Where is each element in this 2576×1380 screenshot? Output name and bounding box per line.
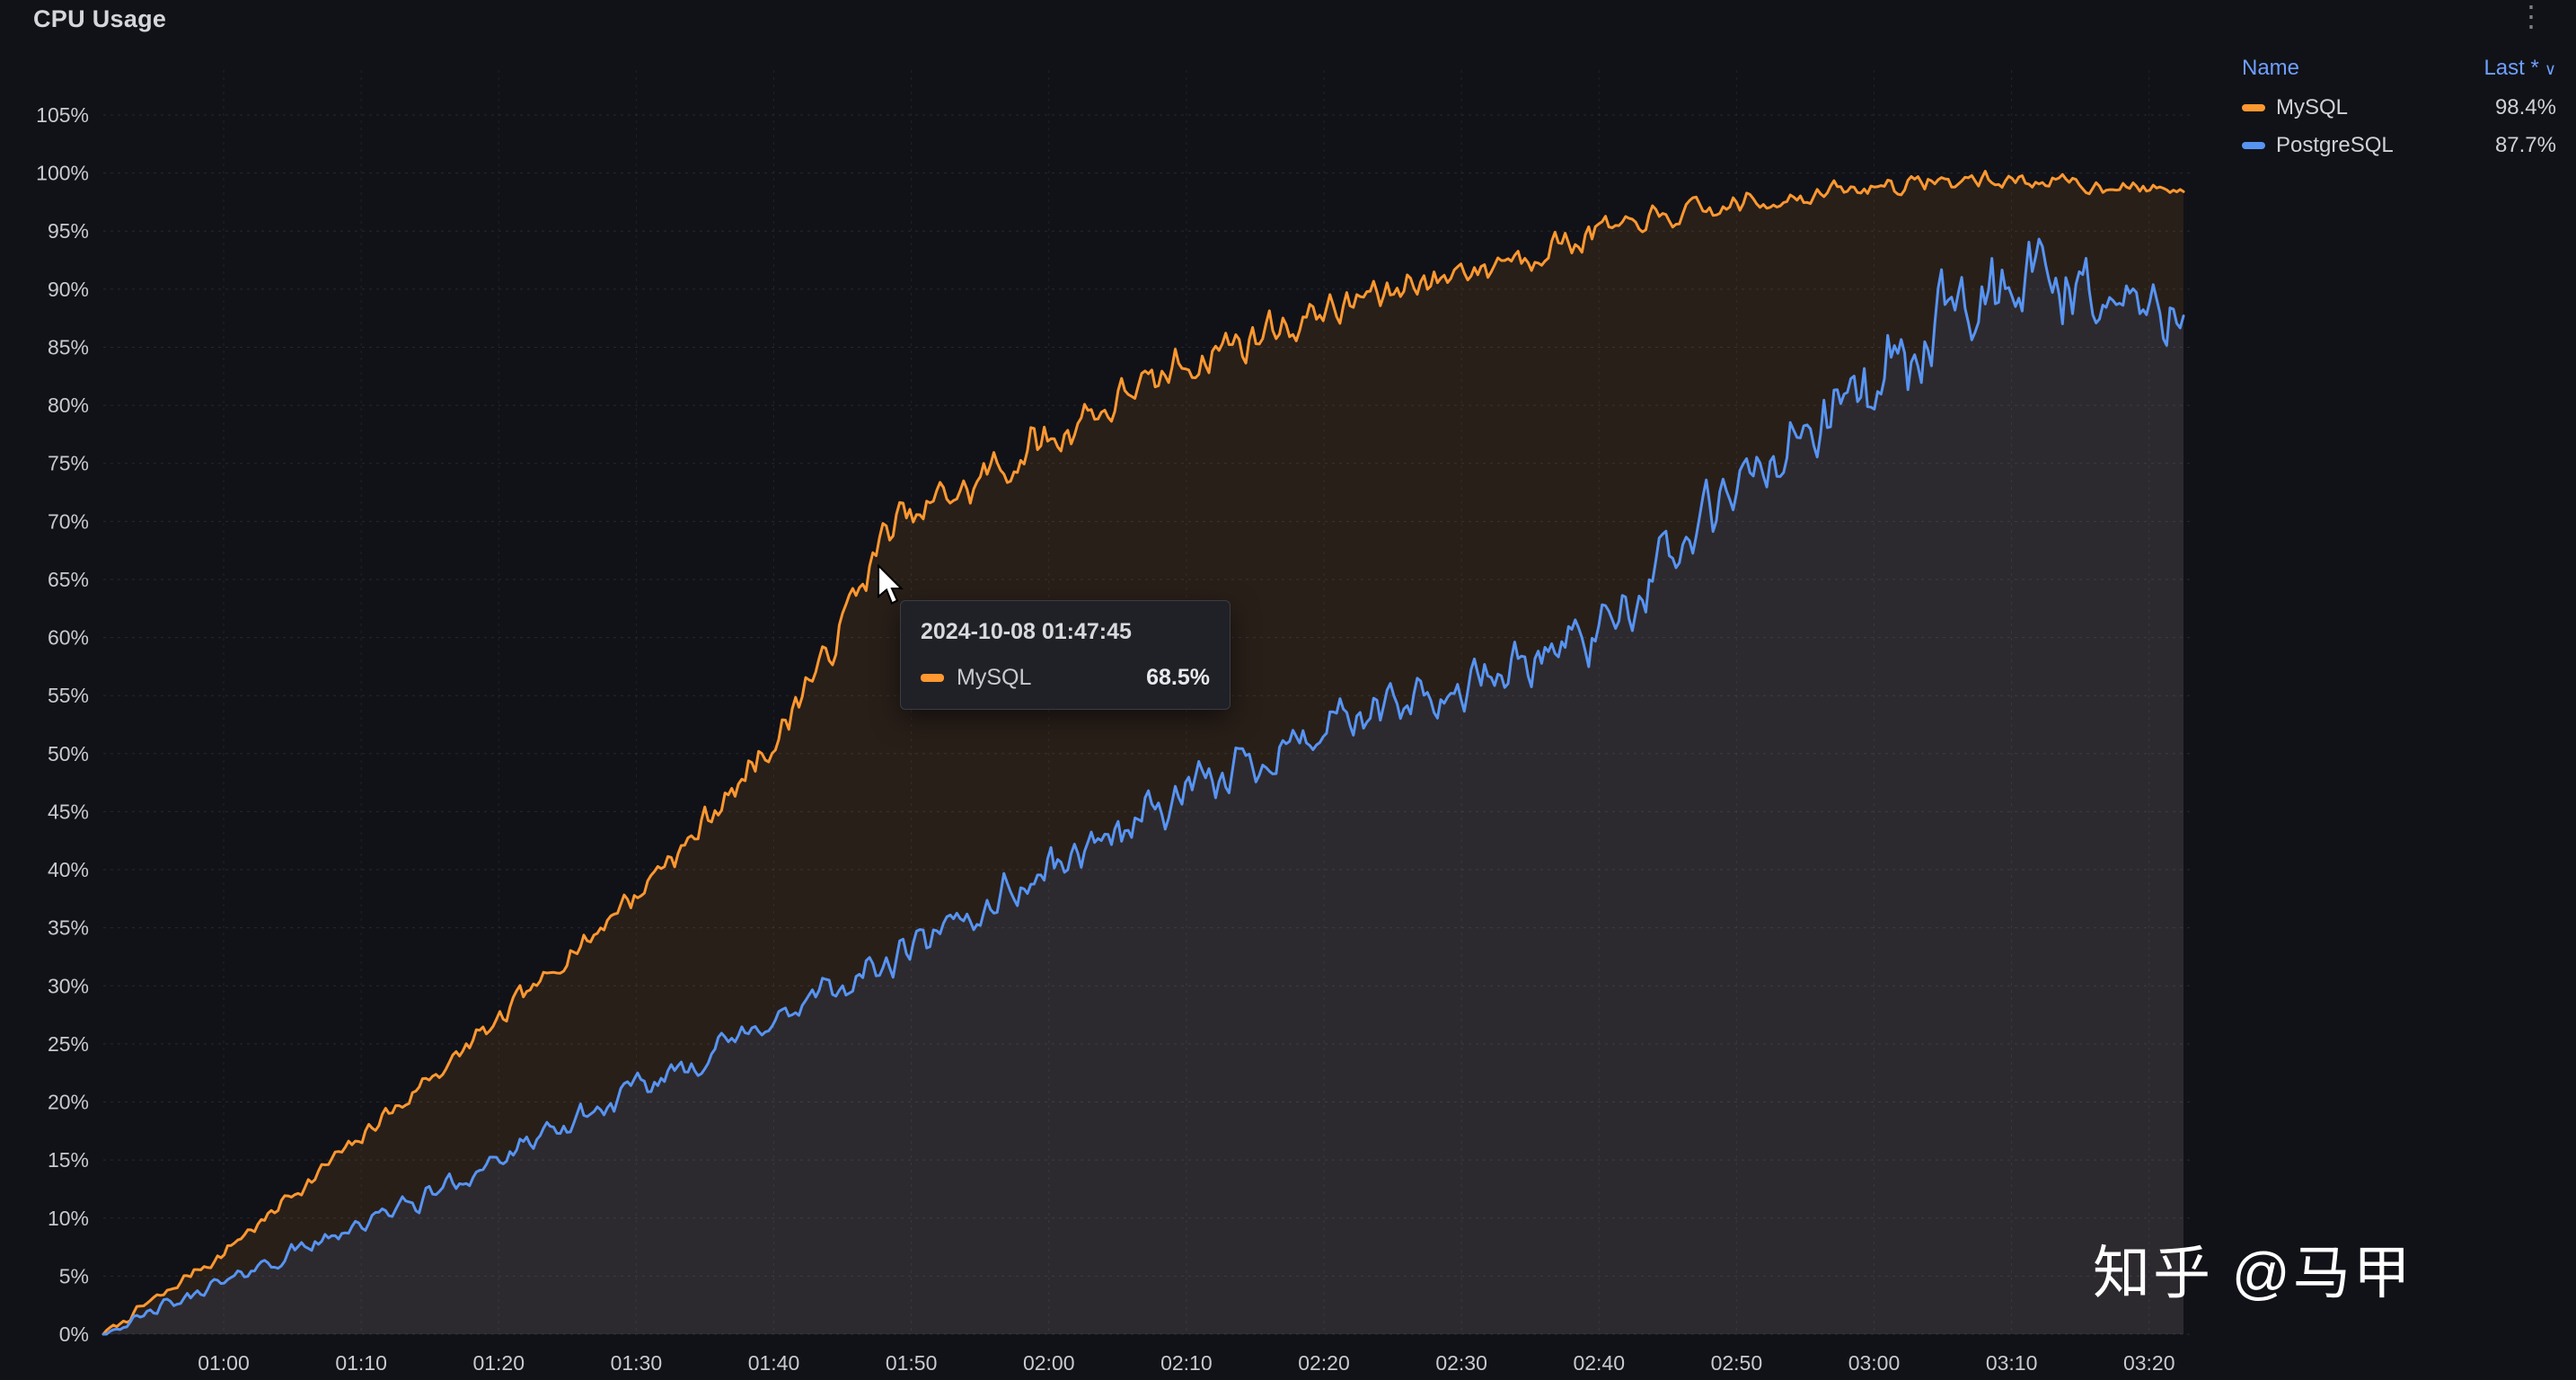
watermark: 知乎 @马甲 bbox=[2093, 1241, 2413, 1305]
tooltip-timestamp: 2024-10-08 01:47:45 bbox=[921, 619, 1132, 644]
y-axis-label: 65% bbox=[48, 568, 89, 591]
x-axis-label: 01:50 bbox=[886, 1351, 938, 1375]
mysql-series-swatch bbox=[921, 674, 944, 682]
y-axis-label: 45% bbox=[48, 800, 89, 823]
legend-row-mysql[interactable]: MySQL 98.4% bbox=[2242, 95, 2556, 120]
legend-header-name[interactable]: Name bbox=[2242, 56, 2300, 80]
y-axis-label: 60% bbox=[48, 626, 89, 650]
legend-header-last[interactable]: Last * ∨ bbox=[2483, 56, 2556, 80]
y-axis-label: 5% bbox=[59, 1264, 89, 1287]
x-axis-label: 01:30 bbox=[611, 1351, 663, 1375]
y-axis-label: 100% bbox=[36, 162, 89, 185]
y-axis-label: 85% bbox=[48, 335, 89, 358]
x-axis-label: 01:40 bbox=[748, 1351, 800, 1375]
y-axis-label: 20% bbox=[48, 1091, 89, 1114]
series-fill-mysql bbox=[103, 171, 2183, 1335]
y-axis-label: 105% bbox=[36, 103, 89, 127]
panel-menu-icon[interactable]: ⋮ bbox=[2517, 0, 2545, 32]
series-line-postgresql bbox=[101, 237, 2185, 1336]
mysql-series-swatch bbox=[2242, 104, 2265, 111]
x-axis-label: 02:50 bbox=[1711, 1351, 1763, 1375]
x-axis-label: 02:40 bbox=[1573, 1351, 1625, 1375]
y-axis-label: 10% bbox=[48, 1207, 89, 1230]
series-fill-postgresql bbox=[103, 239, 2183, 1335]
series-line-mysql bbox=[101, 170, 2185, 1336]
tooltip-series-row: MySQL 68.5% bbox=[921, 665, 1210, 691]
x-axis-label: 01:00 bbox=[198, 1351, 250, 1375]
tooltip-series-value: 68.5% bbox=[1146, 665, 1210, 690]
legend-label: MySQL bbox=[2276, 95, 2349, 119]
x-axis-label: 02:30 bbox=[1435, 1351, 1487, 1375]
x-axis-label: 02:20 bbox=[1298, 1351, 1350, 1375]
panel-title: CPU Usage bbox=[33, 5, 167, 32]
y-axis-label: 15% bbox=[48, 1148, 89, 1172]
y-axis-label: 25% bbox=[48, 1032, 89, 1056]
y-axis-label: 75% bbox=[48, 452, 89, 475]
y-axis-label: 30% bbox=[48, 974, 89, 997]
legend-last-value: 98.4% bbox=[2494, 95, 2556, 119]
x-axis-label: 03:00 bbox=[1848, 1351, 1901, 1375]
y-axis-label: 80% bbox=[48, 394, 89, 417]
x-axis-label: 02:10 bbox=[1160, 1351, 1213, 1375]
x-axis-label: 01:10 bbox=[335, 1351, 387, 1375]
grid: 0% 5% 10% 15% 20% 25% 30% 35% 40% 45% 50% 55% 60% 65%… bbox=[36, 70, 2192, 1375]
tooltip-series-label: MySQL bbox=[957, 665, 1032, 690]
y-axis-label: 55% bbox=[48, 684, 89, 707]
legend: Name Last * ∨ MySQL 98.4% PostgreSQL 87.7… bbox=[2242, 56, 2556, 171]
x-axis-label: 03:10 bbox=[1986, 1351, 2038, 1375]
legend-row-postgresql[interactable]: PostgreSQL 87.7% bbox=[2242, 133, 2556, 158]
y-axis-label: 35% bbox=[48, 916, 89, 940]
x-axis-label: 03:20 bbox=[2123, 1351, 2175, 1375]
legend-label: PostgreSQL bbox=[2276, 133, 2394, 157]
y-axis-label: 40% bbox=[48, 858, 89, 881]
legend-header: Name Last * ∨ bbox=[2242, 56, 2556, 81]
y-axis-label: 70% bbox=[48, 509, 89, 533]
x-axis-label: 01:20 bbox=[472, 1351, 525, 1375]
x-axis-label: 02:00 bbox=[1023, 1351, 1075, 1375]
y-axis-label: 0% bbox=[59, 1322, 89, 1346]
y-axis-label: 90% bbox=[48, 278, 89, 301]
y-axis-label: 95% bbox=[48, 219, 89, 243]
postgresql-series-swatch bbox=[2242, 142, 2265, 149]
y-axis-label: 50% bbox=[48, 742, 89, 765]
sort-caret-icon: ∨ bbox=[2544, 60, 2556, 78]
legend-last-value: 87.7% bbox=[2494, 133, 2556, 157]
mouse-cursor-icon bbox=[877, 564, 904, 605]
hover-tooltip: 2024-10-08 01:47:45 MySQL 68.5% bbox=[900, 600, 1231, 710]
